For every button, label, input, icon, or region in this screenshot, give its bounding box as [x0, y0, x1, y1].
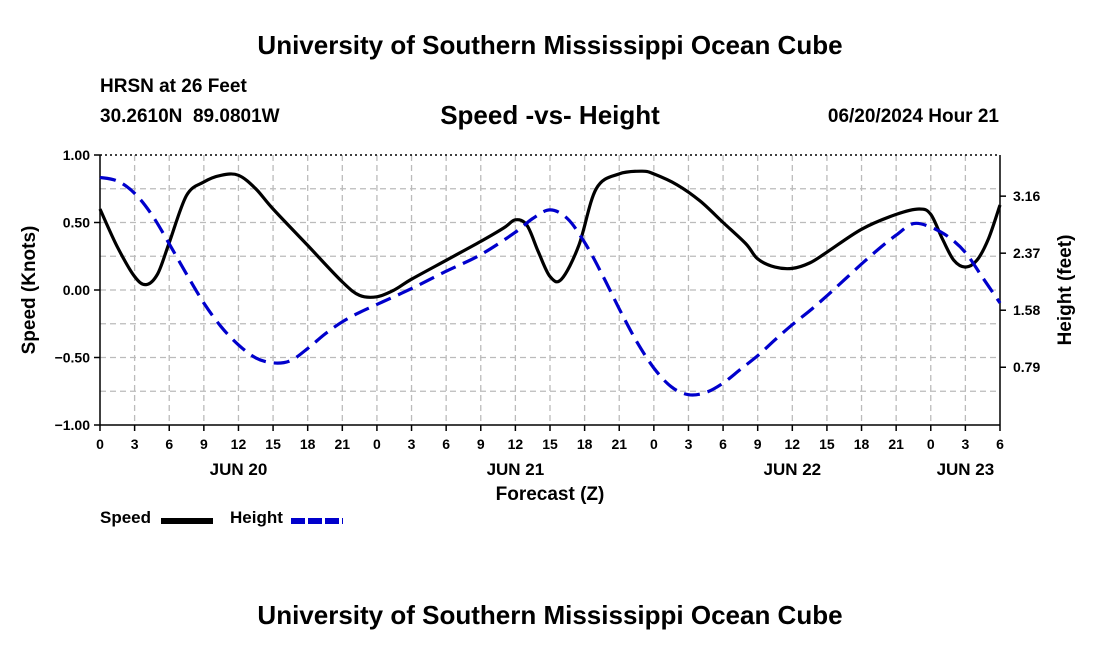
x-tick-label: 12	[231, 436, 247, 452]
x-tick-label: 0	[96, 436, 104, 452]
x-tick-label: 21	[611, 436, 627, 452]
x-tick-label: 0	[927, 436, 935, 452]
x-tick-label: 9	[754, 436, 762, 452]
x-tick-label: 3	[685, 436, 693, 452]
y-axis-title: Speed (Knots)	[19, 226, 40, 355]
y-tick-label: 1.00	[63, 147, 90, 163]
x-tick-label: 18	[300, 436, 316, 452]
x-tick-label: 6	[719, 436, 727, 452]
footer-title: University of Southern Mississippi Ocean…	[257, 600, 843, 630]
station-label: HRSN at 26 Feet	[100, 76, 247, 97]
x-axis-title: Forecast (Z)	[496, 484, 605, 505]
x-tick-label: 0	[373, 436, 381, 452]
x-tick-label: 6	[165, 436, 173, 452]
x-tick-label: 18	[577, 436, 593, 452]
y2-tick-label: 3.16	[1013, 188, 1040, 204]
y2-axis-title: Height (feet)	[1055, 235, 1076, 346]
speed-height-chart: 1.00 0.50 0.00 −0.50 −1.00 3.16 2.37 1.58 0.79 0 3…	[19, 147, 1076, 505]
height-series-line	[99, 175, 1002, 397]
x-tick-label: 0	[650, 436, 658, 452]
y2-tick-label: 1.58	[1013, 302, 1040, 318]
x-tick-label: 12	[785, 436, 801, 452]
x-tick-label: 9	[200, 436, 208, 452]
page-title: University of Southern Mississippi Ocean…	[257, 30, 843, 60]
x-tick-label: 6	[442, 436, 450, 452]
legend-height-label: Height	[230, 508, 283, 527]
y-tick-label: −0.50	[55, 350, 91, 366]
x-tick-label: 3	[408, 436, 416, 452]
x-day-label: JUN 22	[763, 460, 821, 479]
coordinates-label: 30.2610N 89.0801W	[100, 106, 280, 127]
x-tick-label: 15	[542, 436, 558, 452]
x-tick-label: 21	[888, 436, 904, 452]
x-tick-label: 3	[131, 436, 139, 452]
y-tick-label: −1.00	[55, 417, 91, 433]
legend-height-swatch	[291, 518, 343, 524]
legend-speed-swatch	[161, 518, 213, 524]
x-tick-label: 15	[819, 436, 835, 452]
timestamp-label: 06/20/2024 Hour 21	[827, 106, 999, 127]
x-day-label: JUN 21	[487, 460, 545, 479]
x-tick-label: 18	[854, 436, 870, 452]
x-day-label: JUN 20	[210, 460, 268, 479]
x-tick-label: 21	[335, 436, 351, 452]
x-tick-label: 9	[477, 436, 485, 452]
y2-tick-label: 2.37	[1013, 245, 1040, 261]
x-tick-label: 12	[508, 436, 524, 452]
y-tick-label: 0.50	[63, 215, 90, 231]
y2-tick-label: 0.79	[1013, 359, 1040, 375]
legend-speed-label: Speed	[100, 508, 152, 527]
x-tick-label: 6	[996, 436, 1004, 452]
x-tick-label: 3	[961, 436, 969, 452]
chart-title: Speed -vs- Height	[440, 100, 660, 130]
x-day-label: JUN 23	[937, 460, 995, 479]
speed-series-line	[98, 169, 1002, 299]
y-tick-label: 0.00	[63, 282, 90, 298]
x-tick-label: 15	[265, 436, 281, 452]
